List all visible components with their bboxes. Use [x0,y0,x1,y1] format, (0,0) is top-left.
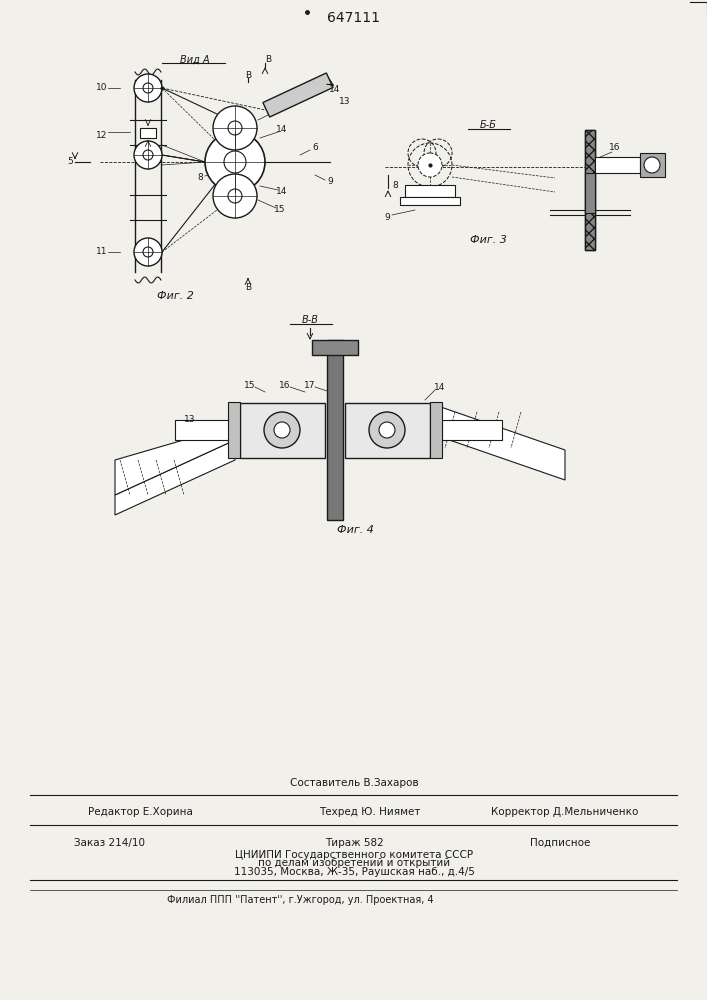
Text: 113035, Москва, Ж-35, Раушская наб., д.4/5: 113035, Москва, Ж-35, Раушская наб., д.4… [233,867,474,877]
Text: по делам изобретений и открытий: по делам изобретений и открытий [258,858,450,868]
Circle shape [213,106,257,150]
Bar [240,403,325,458]
Text: 9: 9 [384,214,390,223]
Text: 15: 15 [244,380,256,389]
Bar [175,420,240,440]
Circle shape [644,157,660,173]
Circle shape [205,132,265,192]
Text: Вид А: Вид А [180,55,210,65]
Text: 13: 13 [185,416,196,424]
Text: Подписное: Подписное [530,838,590,848]
Text: ЦНИИПИ Государственного комитета СССР: ЦНИИПИ Государственного комитета СССР [235,850,473,860]
Text: 8: 8 [197,174,203,182]
Text: Составитель В.Захаров: Составитель В.Захаров [290,778,419,788]
Polygon shape [263,73,333,117]
Text: Тираж 582: Тираж 582 [325,838,383,848]
Bar [327,340,343,520]
Polygon shape [115,425,235,495]
Text: 16: 16 [609,143,621,152]
Bar [140,128,156,138]
Text: 14: 14 [276,188,288,196]
Bar [312,340,358,355]
Text: 13: 13 [276,104,288,112]
Text: 15: 15 [274,206,286,215]
Text: B: B [265,55,271,64]
Text: B: B [245,70,251,80]
Polygon shape [435,405,565,480]
Text: Б-Б: Б-Б [479,120,496,130]
Text: 14: 14 [434,383,445,392]
Circle shape [264,412,300,448]
Bar [345,403,430,458]
Text: Корректор Д.Мельниченко: Корректор Д.Мельниченко [491,807,638,817]
Circle shape [274,422,290,438]
Circle shape [228,189,242,203]
Text: 8: 8 [392,180,398,190]
Bar [442,420,502,440]
Text: B: B [245,284,251,292]
Bar [400,197,460,205]
Polygon shape [115,440,235,515]
Circle shape [379,422,395,438]
Text: 6: 6 [312,143,318,152]
Text: 647111: 647111 [327,11,380,25]
Text: 5: 5 [67,157,73,166]
Text: 14: 14 [276,125,288,134]
Text: 12: 12 [95,130,107,139]
Text: 13: 13 [339,98,351,106]
Text: Техред Ю. Ниямет: Техред Ю. Ниямет [320,807,421,817]
Text: Заказ 214/10: Заказ 214/10 [74,838,146,848]
Circle shape [143,150,153,160]
Bar [585,130,595,250]
Text: Фиг. 2: Фиг. 2 [156,291,194,301]
Bar [595,157,640,173]
Text: 16: 16 [279,380,291,389]
Circle shape [224,151,246,173]
Circle shape [143,83,153,93]
Circle shape [143,247,153,257]
Text: Филиал ППП ''Патент'', г.Ужгород, ул. Проектная, 4: Филиал ППП ''Патент'', г.Ужгород, ул. Пр… [167,895,433,905]
Circle shape [213,174,257,218]
Text: 17: 17 [304,380,316,389]
Text: 14: 14 [329,86,341,95]
Bar [405,185,455,197]
Circle shape [418,153,442,177]
Circle shape [134,141,162,169]
Bar [430,402,442,458]
Circle shape [134,74,162,102]
Bar [640,153,665,177]
Circle shape [228,121,242,135]
Text: Фиг. 3: Фиг. 3 [469,235,506,245]
Bar [585,130,595,250]
Text: Фиг. 4: Фиг. 4 [337,525,373,535]
Text: Редактор Е.Хорина: Редактор Е.Хорина [88,807,192,817]
Text: 10: 10 [95,84,107,93]
Circle shape [134,238,162,266]
Text: В-В: В-В [301,315,318,325]
Text: 11: 11 [95,247,107,256]
Text: 9: 9 [327,178,333,186]
Bar [228,402,240,458]
Bar [585,173,595,213]
Circle shape [369,412,405,448]
